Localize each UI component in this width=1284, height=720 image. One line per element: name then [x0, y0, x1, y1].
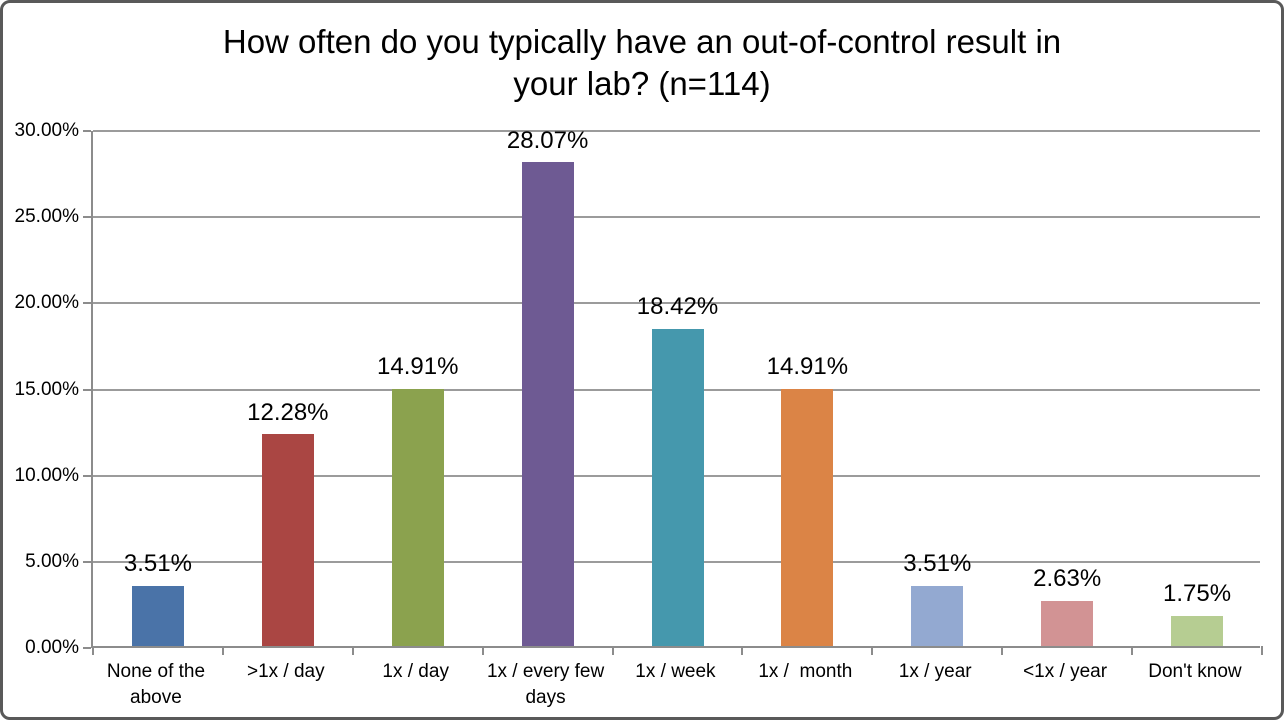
y-tick: [83, 130, 91, 132]
y-tick: [83, 302, 91, 305]
x-tick: [611, 646, 614, 655]
y-tick-label: 15.00%: [14, 378, 79, 400]
bar-value-label: 14.91%: [766, 353, 849, 381]
bar-value-label: 1.75%: [1163, 580, 1232, 608]
bar-value-label: 2.63%: [1033, 565, 1102, 593]
bar-value-label: 28.07%: [506, 126, 589, 154]
x-category-label: None of the above: [106, 661, 211, 708]
y-tick-label: 20.00%: [14, 292, 79, 314]
y-tick-label: 25.00%: [14, 206, 79, 228]
bar: [261, 434, 314, 646]
y-tick: [83, 560, 91, 563]
x-axis-labels: None of the above >1x / day 1x / day 1x / e…: [91, 659, 1260, 710]
bar: [131, 585, 184, 646]
plot-area: 3.51% 12.28% 14.91% 28.07% 18.42% 14.91% 3.51%…: [83, 127, 1263, 655]
y-tick-label: 0.00%: [25, 637, 79, 658]
y-axis-labels: 0.00% 5.00% 10.00% 15.00% 20.00% 25.00% 30.00%: [3, 120, 79, 658]
gridline: [93, 302, 1260, 305]
y-tick-label: 10.00%: [14, 464, 79, 486]
bar: [651, 328, 704, 646]
gridline: [93, 216, 1260, 219]
x-tick: [1001, 646, 1004, 655]
bar-value-label: 3.51%: [123, 549, 192, 577]
bar: [1171, 615, 1224, 646]
y-tick: [83, 216, 91, 219]
x-category-label: 1x / every few days: [486, 661, 610, 708]
x-tick: [741, 646, 744, 655]
bar: [911, 585, 964, 646]
bar: [781, 389, 834, 646]
x-category-label: 1x / month: [758, 661, 853, 682]
x-tick: [92, 646, 94, 655]
x-category-label: Don't know: [1148, 661, 1242, 682]
y-tick-label: 5.00%: [25, 550, 79, 572]
x-category-label: 1x / day: [382, 661, 449, 682]
bar-value-label: 18.42%: [636, 292, 719, 320]
x-category-label: <1x / year: [1023, 661, 1108, 682]
x-tick: [1261, 646, 1263, 655]
bar: [521, 162, 574, 646]
x-category-label: 1x / year: [898, 661, 972, 682]
chart-title: How often do you typically have an out-o…: [3, 21, 1281, 105]
x-tick: [481, 646, 484, 655]
x-tick: [221, 646, 224, 655]
x-tick: [351, 646, 354, 655]
y-tick: [83, 388, 91, 391]
y-tick: [83, 474, 91, 477]
y-tick-label: 30.00%: [14, 120, 79, 141]
x-category-label: >1x / day: [246, 661, 325, 682]
gridline: [93, 130, 1260, 132]
y-tick: [83, 647, 91, 649]
bar-value-label: 12.28%: [247, 398, 329, 426]
bar: [391, 389, 444, 646]
bar: [1041, 600, 1094, 646]
x-tick: [871, 646, 874, 655]
bar-value-label: 3.51%: [903, 549, 972, 577]
chart-title-line-1: How often do you typically have an out-o…: [222, 23, 1062, 60]
bar-value-label: 14.91%: [377, 353, 459, 381]
chart-title-line-2: your lab? (n=114): [513, 65, 771, 103]
x-category-label: 1x / week: [635, 661, 716, 682]
x-tick: [1131, 646, 1134, 655]
